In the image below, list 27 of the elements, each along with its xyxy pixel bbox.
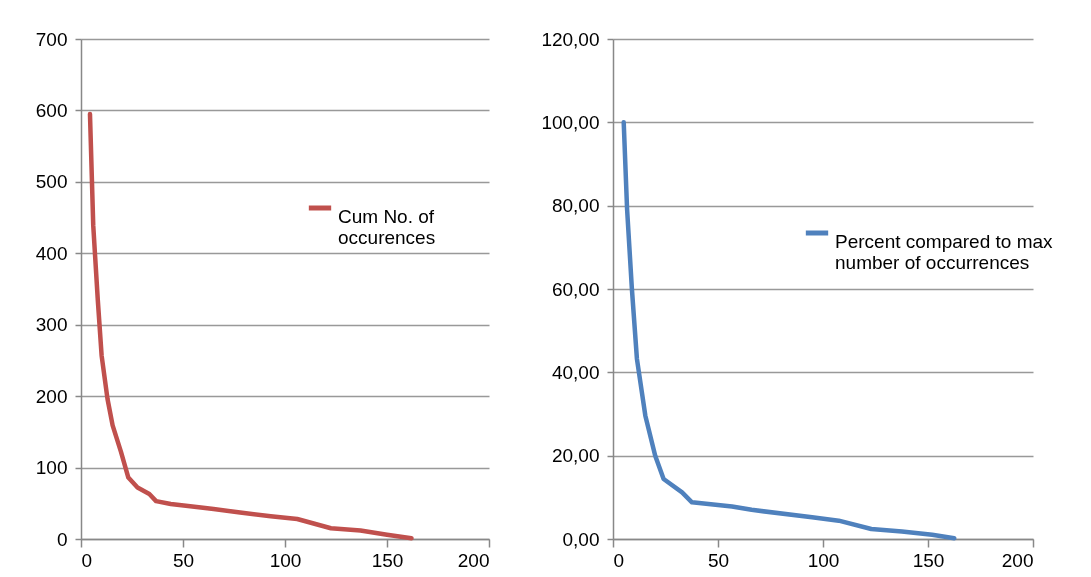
y-tick-label: 400: [35, 242, 68, 264]
legend-label: Percent compared to max number of occurrences: [835, 231, 1054, 273]
y-tick-label: 20,00: [551, 445, 600, 467]
y-tick-label: 0: [56, 528, 68, 550]
x-tick-label: 200: [1001, 549, 1034, 571]
x-tick-label: 100: [807, 549, 840, 571]
y-tick-label: 60,00: [551, 278, 600, 300]
y-tick-label: 600: [35, 99, 68, 121]
x-tick-label: 0: [613, 549, 625, 571]
y-tick-label: 300: [35, 314, 68, 336]
x-tick-label: 100: [269, 549, 302, 571]
x-tick-label: 50: [707, 549, 730, 571]
y-tick-label: 40,00: [551, 361, 600, 383]
legend-label: Cum No. of occurences: [338, 206, 436, 248]
y-tick-label: 500: [35, 171, 68, 193]
x-tick-label: 150: [371, 549, 404, 571]
y-tick-label: 120,00: [541, 28, 600, 50]
x-tick-label: 50: [172, 549, 195, 571]
y-tick-label: 700: [35, 28, 68, 50]
y-tick-label: 200: [35, 385, 68, 407]
y-tick-label: 100: [35, 457, 68, 479]
x-tick-label: 200: [457, 549, 490, 571]
x-tick-label: 0: [81, 549, 93, 571]
y-tick-label: 80,00: [551, 195, 600, 217]
y-tick-label: 0,00: [562, 528, 600, 550]
y-tick-label: 100,00: [541, 111, 600, 133]
x-tick-label: 150: [912, 549, 945, 571]
